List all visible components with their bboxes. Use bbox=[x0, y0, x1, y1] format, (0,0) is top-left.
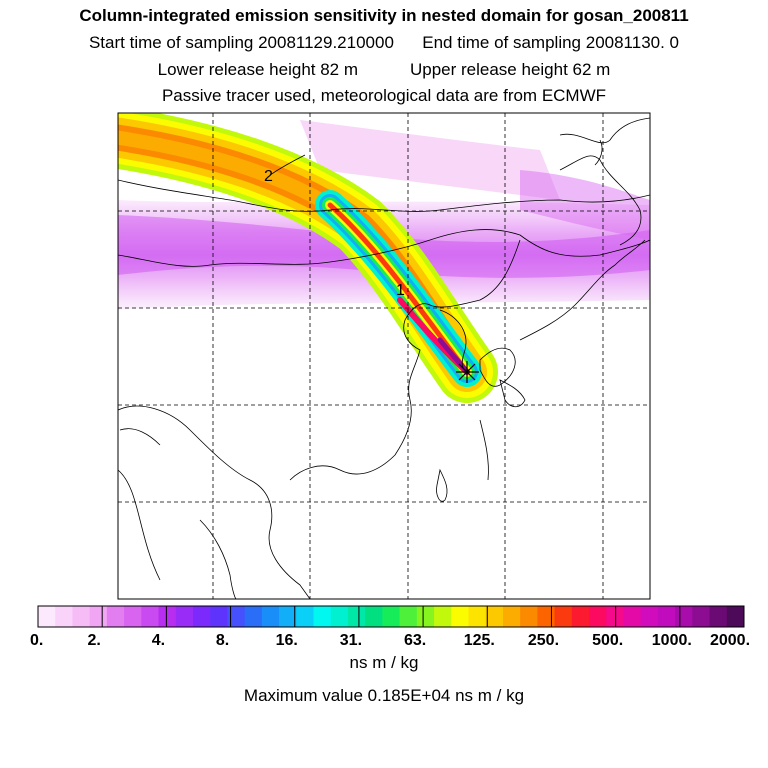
colorbar-swatch bbox=[485, 606, 504, 627]
colorbar-swatch bbox=[296, 606, 315, 627]
colorbar-swatch bbox=[468, 606, 487, 627]
colorbar-swatch bbox=[502, 606, 521, 627]
graticule bbox=[118, 113, 650, 599]
colorbar-swatch bbox=[38, 606, 56, 627]
colorbar-swatch bbox=[416, 606, 435, 627]
sampling-times: Start time of sampling 20081129.210000 E… bbox=[0, 33, 768, 53]
colorbar-swatch bbox=[382, 606, 401, 627]
colorbar-tick-label: 16. bbox=[276, 632, 298, 649]
upper-release-label: Upper release height 62 m bbox=[409, 60, 611, 79]
colorbar-tick-label: 4. bbox=[152, 632, 165, 649]
colorbar-swatch bbox=[210, 606, 228, 627]
colorbar-swatch bbox=[589, 606, 607, 627]
colorbar-swatch bbox=[520, 606, 538, 627]
colorbar-tick-label: 1000. bbox=[652, 632, 692, 649]
map-frame bbox=[117, 112, 651, 600]
colorbar-tick-label: 125. bbox=[464, 632, 495, 649]
lower-release-label: Lower release height 82 m bbox=[157, 60, 359, 79]
colorbar-swatch bbox=[72, 606, 91, 627]
colorbar-swatch bbox=[726, 606, 745, 627]
colorbar-swatch bbox=[623, 606, 642, 627]
colorbar-tick-label: 63. bbox=[404, 632, 426, 649]
colorbar-swatch bbox=[399, 606, 418, 627]
colorbar-swatch bbox=[89, 606, 108, 627]
colorbar-swatch bbox=[571, 606, 590, 627]
colorbar-swatch bbox=[347, 606, 366, 627]
colorbar-swatch bbox=[434, 606, 452, 627]
colorbar-swatch bbox=[451, 606, 469, 627]
colorbar-swatch bbox=[279, 606, 297, 627]
colorbar-swatch bbox=[365, 606, 383, 627]
maximum-value-label: Maximum value 0.185E+04 ns m / kg bbox=[243, 686, 525, 705]
colorbar-ticks: 0. 2. 4. 8. 16. 31. 63. 125. 250. 500. 1000. 2000. bbox=[30, 606, 750, 649]
colorbar-swatch bbox=[141, 606, 160, 627]
colorbar-swatch bbox=[640, 606, 659, 627]
colorbar-swatch bbox=[657, 606, 676, 627]
colorbar-swatch bbox=[124, 606, 142, 627]
start-time-label: Start time of sampling 20081129.210000 bbox=[88, 33, 394, 52]
colorbar-swatch bbox=[106, 606, 125, 627]
colorbar-swatch bbox=[192, 606, 211, 627]
sensitivity-plume bbox=[118, 113, 498, 403]
tracer-info: Passive tracer used, meteorological data… bbox=[161, 86, 607, 105]
colorbar-unit: ns m / kg bbox=[349, 653, 419, 672]
colorbar-tick-label: 2000. bbox=[710, 632, 750, 649]
map-title: Column-integrated emission sensitivity i… bbox=[79, 6, 689, 25]
colorbar-swatch bbox=[554, 606, 573, 627]
colorbar-swatch bbox=[330, 606, 349, 627]
colorbar-swatch bbox=[606, 606, 624, 627]
colorbar-tick-label: 8. bbox=[216, 632, 229, 649]
colorbar-swatch bbox=[55, 606, 73, 627]
colorbar-swatch bbox=[692, 606, 711, 627]
marker-2-label: 2 bbox=[264, 168, 273, 185]
marker-1-label: 1 bbox=[396, 282, 405, 299]
release-heights: Lower release height 82 m Upper release … bbox=[0, 60, 768, 80]
map-background bbox=[118, 113, 650, 599]
colorbar-swatch bbox=[158, 606, 177, 627]
colorbar-tick-label: 500. bbox=[592, 632, 623, 649]
colorbar-swatch bbox=[675, 606, 693, 627]
colorbar-tick-label: 250. bbox=[528, 632, 559, 649]
colorbar-swatch bbox=[261, 606, 280, 627]
colorbar-swatch bbox=[244, 606, 263, 627]
receptor-star-icon bbox=[456, 361, 479, 383]
colorbar-swatch bbox=[313, 606, 332, 627]
colorbar-swatches bbox=[37, 605, 745, 628]
colorbar-swatch bbox=[537, 606, 556, 627]
colorbar-tick-label: 31. bbox=[340, 632, 362, 649]
coastlines bbox=[118, 117, 650, 599]
colorbar-tick-label: 2. bbox=[88, 632, 101, 649]
map-canvas bbox=[118, 113, 650, 599]
colorbar-swatch bbox=[227, 606, 246, 627]
colorbar-tick-label: 0. bbox=[30, 632, 43, 649]
colorbar-swatch bbox=[709, 606, 728, 627]
end-time-label: End time of sampling 20081130. 0 bbox=[422, 33, 680, 52]
colorbar-swatch bbox=[175, 606, 194, 627]
